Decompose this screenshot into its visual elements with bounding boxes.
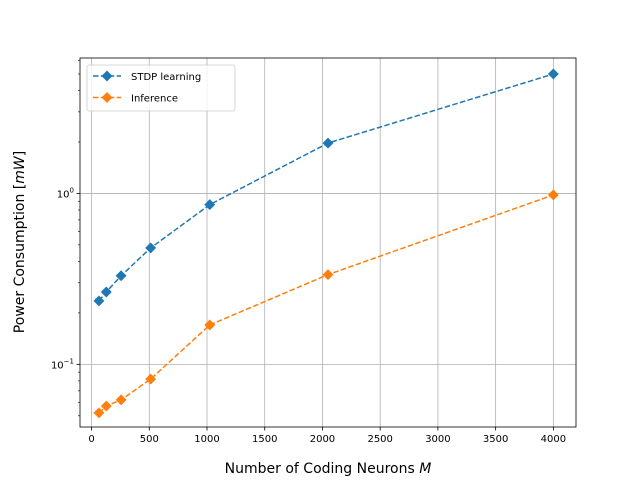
x-axis-title: Number of Coding Neurons M bbox=[225, 461, 432, 477]
legend-marker bbox=[101, 91, 113, 104]
series-inference bbox=[93, 189, 559, 419]
y-axis: 10−1 100 bbox=[51, 60, 80, 417]
legend: STDP learning Inference bbox=[86, 64, 236, 112]
series-stdp-learning bbox=[93, 68, 559, 307]
x-tick-label: 3500 bbox=[483, 434, 508, 445]
data-point-stdp-learning bbox=[547, 68, 559, 80]
data-point-inference bbox=[204, 319, 216, 331]
series-layer bbox=[93, 68, 559, 419]
x-axis: 0 500 1000 1500 2000 2500 3000 3500 4000 bbox=[88, 427, 566, 445]
data-point-inference bbox=[145, 373, 157, 385]
x-tick-label: 1500 bbox=[252, 434, 277, 445]
data-point-inference bbox=[547, 189, 559, 201]
x-tick-label: 0 bbox=[88, 434, 94, 445]
x-tick-label: 4000 bbox=[541, 434, 566, 445]
legend-marker bbox=[101, 70, 113, 82]
legend-item-stdp-learning: STDP learning bbox=[93, 70, 201, 83]
data-point-stdp-learning bbox=[204, 199, 216, 211]
plot-frame bbox=[79, 57, 577, 428]
data-point-inference bbox=[322, 269, 334, 281]
grid bbox=[80, 58, 576, 427]
data-point-stdp-learning bbox=[145, 242, 157, 254]
x-tick-label: 1000 bbox=[194, 434, 219, 445]
x-tick-label: 2000 bbox=[310, 434, 335, 445]
y-axis-title: Power Consumption [mW] bbox=[12, 151, 28, 333]
x-tick-label: 500 bbox=[140, 434, 159, 445]
x-tick-label: 2500 bbox=[367, 434, 392, 445]
data-point-inference bbox=[100, 400, 112, 412]
legend-box bbox=[86, 64, 236, 112]
data-point-stdp-learning bbox=[115, 270, 127, 282]
x-tick-label: 3000 bbox=[425, 434, 450, 445]
data-point-stdp-learning bbox=[93, 295, 105, 307]
y-tick-label: 100 bbox=[57, 186, 74, 200]
y-tick-label: 10−1 bbox=[51, 357, 74, 371]
data-point-stdp-learning bbox=[322, 137, 334, 149]
data-point-inference bbox=[93, 407, 105, 419]
data-point-inference bbox=[115, 394, 127, 406]
data-point-stdp-learning bbox=[100, 286, 112, 298]
legend-item-inference: Inference bbox=[93, 91, 178, 105]
legend-label: STDP learning bbox=[131, 72, 201, 83]
legend-label: Inference bbox=[131, 94, 178, 105]
